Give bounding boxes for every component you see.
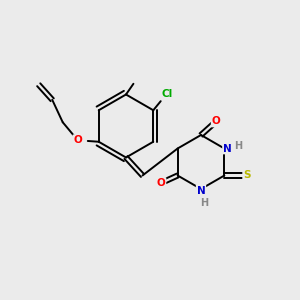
Text: H: H [200,197,208,208]
Text: O: O [212,116,220,127]
Text: O: O [73,135,82,145]
Text: N: N [223,143,232,154]
Text: O: O [157,178,166,188]
Text: N: N [196,185,206,196]
Text: Cl: Cl [161,89,172,99]
Text: S: S [243,170,250,181]
Text: H: H [234,140,242,151]
